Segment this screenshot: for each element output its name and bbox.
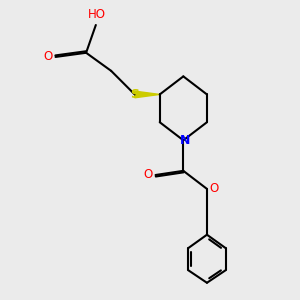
Polygon shape bbox=[135, 91, 160, 98]
Text: O: O bbox=[143, 169, 152, 182]
Text: S: S bbox=[130, 88, 139, 101]
Text: N: N bbox=[179, 134, 190, 147]
Text: HO: HO bbox=[88, 8, 106, 21]
Text: O: O bbox=[43, 50, 52, 63]
Text: O: O bbox=[209, 182, 218, 195]
